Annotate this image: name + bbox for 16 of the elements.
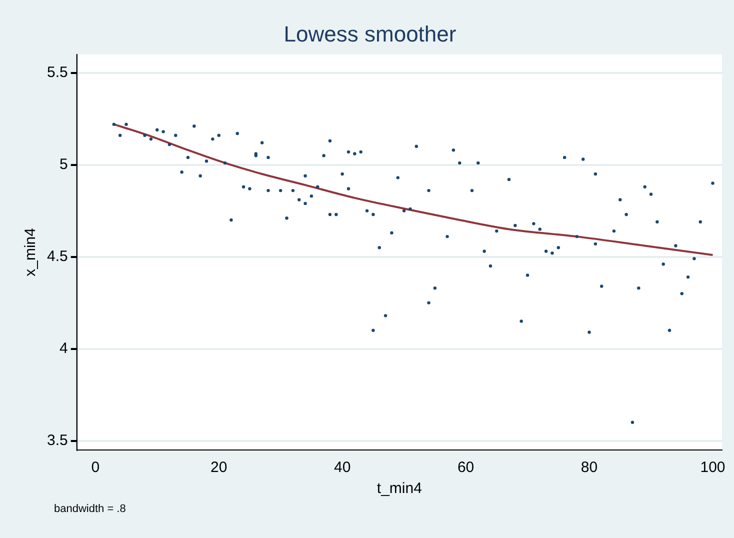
x-tick-label: 40 [334, 459, 351, 476]
y-tick-label: 4.5 [46, 248, 68, 265]
y-tick-label: 4 [60, 340, 68, 357]
x-tick-label: 80 [580, 459, 598, 476]
text: bandwidth = .8 [54, 503, 126, 515]
x-tick-label: 20 [210, 459, 228, 476]
y-tick-label: 3.5 [46, 432, 68, 449]
x-tick-label: 0 [91, 459, 100, 476]
y-tick-label: 5 [60, 156, 68, 173]
x-axis-title: t_min4 [376, 480, 422, 498]
y-tick-label: 5.5 [46, 64, 68, 81]
chart-title: Lowess smoother [284, 21, 456, 46]
line-series [112, 123, 714, 256]
x-tick-label: 100 [700, 459, 726, 476]
x-tick-label: 60 [457, 459, 474, 476]
y-axis-title: x_min4 [22, 228, 40, 276]
